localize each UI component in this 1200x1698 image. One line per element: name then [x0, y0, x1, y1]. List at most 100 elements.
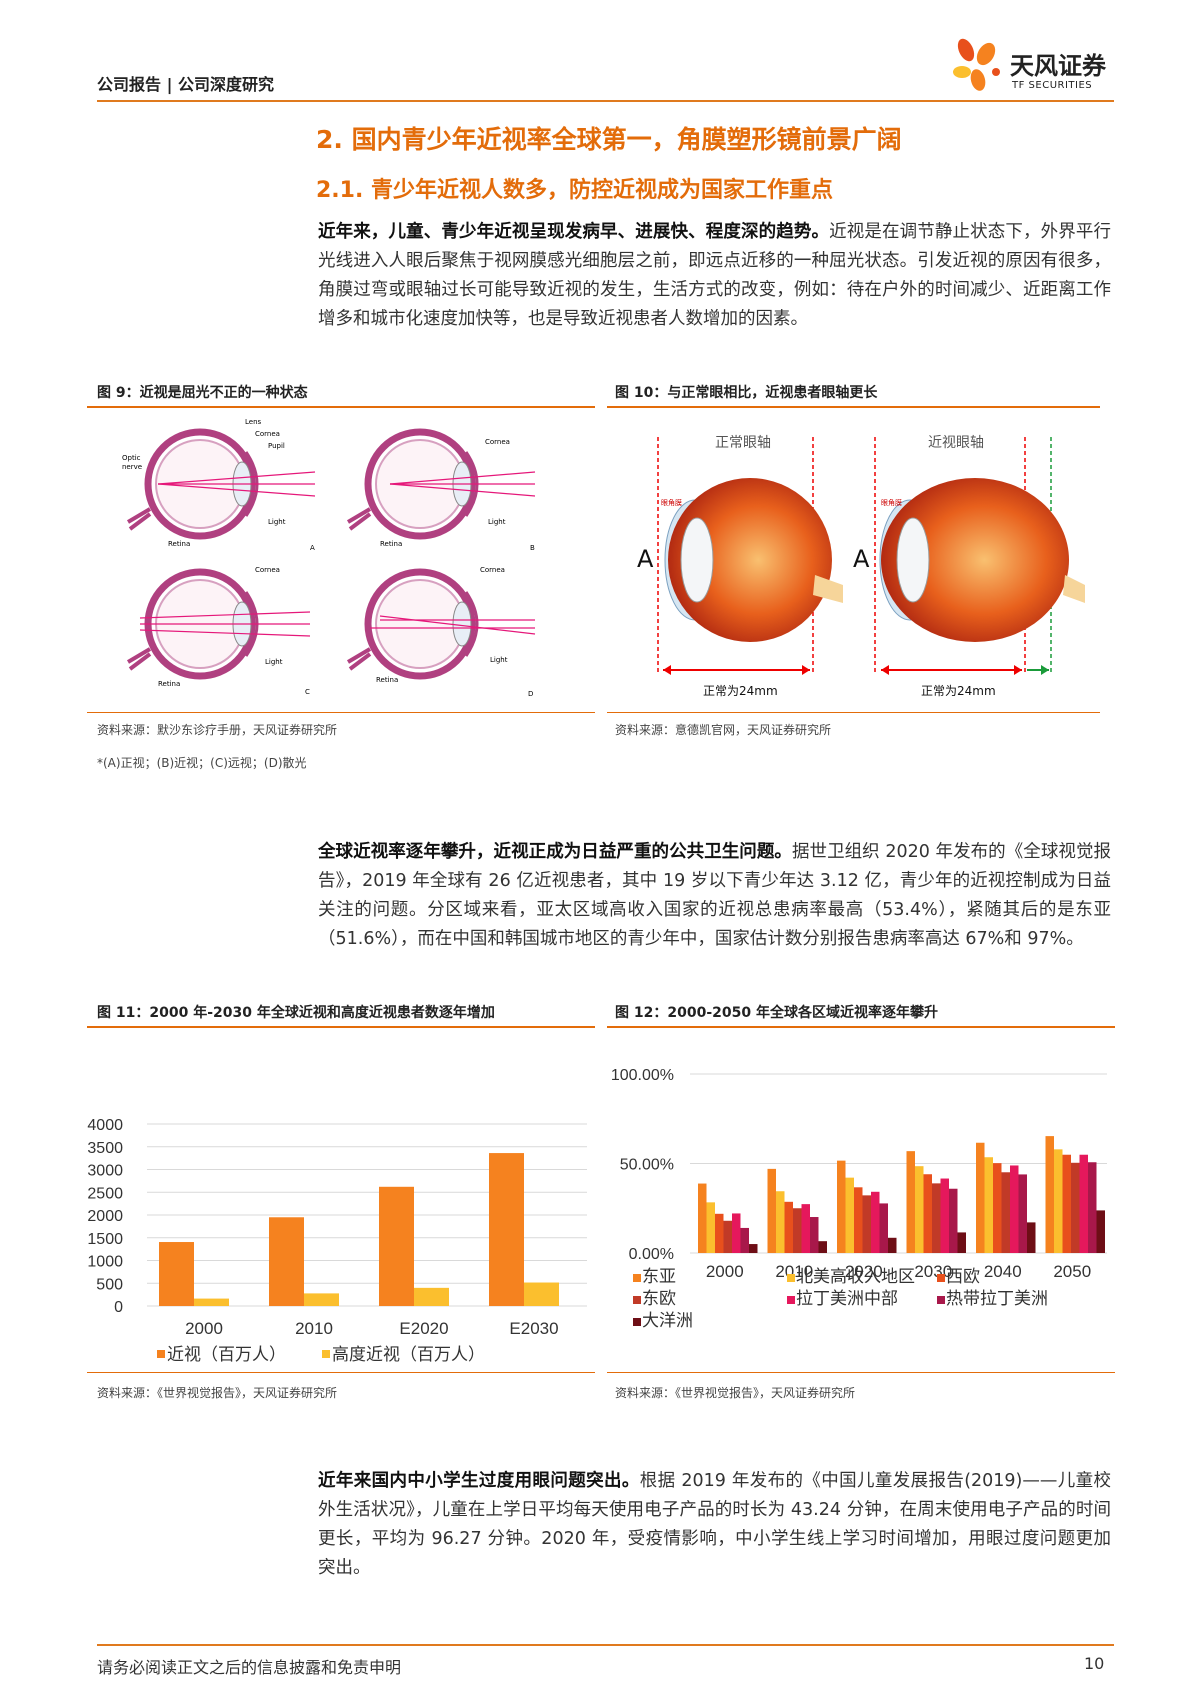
x-tick-label: E2030: [509, 1319, 558, 1338]
paragraph-3-body: 根据 2019 年发布的《中国儿童发展报告(2019)——儿童校外生活状况》，儿…: [318, 1471, 1111, 1578]
myopia-eye: 近视眼轴 A 眼角膜 正常为24mm: [853, 435, 1085, 698]
label-optic: Optic: [122, 454, 141, 462]
normal-eye-measure: 正常为24mm: [703, 684, 778, 698]
label-retina: Retina: [158, 680, 180, 688]
legend-swatch: [937, 1274, 945, 1282]
bar-2050-0: [1045, 1136, 1054, 1253]
bar-2010-6: [818, 1241, 827, 1253]
y-tick-label: 500: [96, 1276, 123, 1293]
label-nerve: nerve: [122, 463, 142, 471]
bar-2010-1: [304, 1293, 339, 1306]
bar-2000-0: [698, 1183, 707, 1253]
paragraph-2-lead: 全球近视率逐年攀升，近视正成为日益严重的公共卫生问题。: [318, 842, 792, 862]
y-tick-label: 3500: [87, 1140, 123, 1157]
label-a: A: [310, 544, 315, 552]
bar-2050-6: [1096, 1210, 1105, 1253]
header-divider: [97, 100, 1114, 102]
bar-2040-2: [993, 1163, 1002, 1253]
x-tick-label: 2000: [185, 1319, 223, 1338]
legend-swatch: [633, 1296, 641, 1304]
bar-2050-4: [1079, 1154, 1088, 1253]
bar-2040-5: [1018, 1174, 1027, 1253]
figure-9-title: 图 9：近视是屈光不正的一种状态: [97, 385, 308, 401]
bar-2030-5: [949, 1188, 958, 1253]
label-light: Light: [268, 518, 286, 526]
bar-2010-0: [767, 1168, 776, 1253]
bar-2020-5: [879, 1203, 888, 1253]
figure-9-source: 资料来源：默沙东诊疗手册，天风证券研究所: [97, 723, 338, 737]
y-tick-label: 2000: [87, 1208, 123, 1225]
bar-2030-1: [915, 1166, 924, 1253]
bar-2040-4: [1010, 1165, 1019, 1253]
bar-2000-1: [706, 1202, 715, 1253]
label-light: Light: [488, 518, 506, 526]
figure-10-source: 资料来源：意德凯官网，天风证券研究所: [615, 723, 832, 737]
page-number: 10: [1084, 1654, 1105, 1673]
logo-text: 天风证券: [1010, 52, 1106, 80]
section-heading: 2. 国内青少年近视率全球第一，角膜塑形镜前景广阔: [316, 125, 902, 154]
bar-2050-1: [1054, 1149, 1063, 1253]
logo-flower-icon: [953, 38, 1000, 91]
label-cornea: Cornea: [480, 566, 505, 574]
bar-2010-5: [810, 1217, 819, 1253]
paragraph-1-lead: 近年来，儿童、青少年近视呈现发病早、进展快、程度深的趋势。: [318, 222, 830, 242]
footer-divider: [97, 1644, 1114, 1646]
legend-label: 北美高收入地区: [796, 1267, 915, 1286]
bar-2050-2: [1062, 1154, 1071, 1253]
figure-9-bottom-rule: [87, 712, 595, 713]
label-retina: Retina: [168, 540, 190, 548]
legend-label: 西欧: [946, 1267, 980, 1286]
paragraph-1: 近年来，儿童、青少年近视呈现发病早、进展快、程度深的趋势。近视是在调节静止状态下…: [318, 218, 1111, 334]
normal-eye: 正常眼轴 A 眼角膜 正常为24mm: [637, 435, 843, 698]
company-logo: 天风证券 TF SECURITIES: [948, 36, 1118, 98]
label-retina: Retina: [380, 540, 402, 548]
bar-2030-2: [923, 1174, 932, 1253]
x-tick-label: 2020: [845, 1262, 883, 1281]
legend-label: 热带拉丁美洲: [946, 1289, 1048, 1308]
bar-2000-0: [159, 1242, 194, 1306]
bar-2010-3: [793, 1208, 802, 1253]
bar-2020-4: [871, 1191, 880, 1253]
figure-11-source: 资料来源：《世界视觉报告》，天风证券研究所: [97, 1386, 338, 1400]
legend-label: 高度近视（百万人）: [332, 1345, 485, 1364]
label-retina: Retina: [376, 676, 398, 684]
legend-swatch: [787, 1296, 795, 1304]
figure-12-title: 图 12：2000-2050 年全球各区域近视率逐年攀升: [615, 1005, 938, 1021]
bar-2030-6: [957, 1232, 966, 1253]
figure-10-title: 图 10：与正常眼相比，近视患者眼轴更长: [615, 385, 878, 401]
y-tick-label: 50.00%: [620, 1157, 674, 1174]
legend-label: 近视（百万人）: [167, 1345, 286, 1364]
figure-12-bottom-rule: [607, 1372, 1115, 1373]
bar-2020-0: [837, 1160, 846, 1253]
figure-10-bottom-rule: [607, 712, 1100, 713]
paragraph-1-body: 近视是在调节静止状态下，外界平行光线进入人眼后聚焦于视网膜感光细胞层之前，即远点…: [318, 222, 1111, 329]
report-category: 公司报告 | 公司深度研究: [97, 75, 274, 94]
normal-eye-label: 正常眼轴: [715, 435, 771, 451]
disclaimer-notice: 请务必阅读正文之后的信息披露和免责申明: [97, 1658, 402, 1677]
label-cornea: Cornea: [255, 430, 280, 438]
label-light: Light: [265, 658, 283, 666]
bar-E2030-0: [489, 1153, 524, 1306]
bar-2030-3: [932, 1183, 941, 1253]
bar-2020-2: [854, 1187, 863, 1253]
myopia-population-chart: 0 500 1000 1500 2000 2500 3000 3500 4000 2000 2010…: [87, 1117, 587, 1364]
y-tick-label: 1000: [87, 1254, 123, 1271]
label-cornea: Cornea: [255, 566, 280, 574]
bar-2000-5: [740, 1227, 749, 1253]
myopia-eye-measure: 正常为24mm: [921, 684, 996, 698]
label-lens: Lens: [245, 418, 262, 426]
bar-2000-6: [749, 1244, 758, 1253]
label-light: Light: [490, 656, 508, 664]
bar-2000-2: [715, 1213, 724, 1253]
legend-swatch: [937, 1296, 945, 1304]
legend-swatch: [322, 1350, 330, 1358]
y-tick-label: 0.00%: [629, 1246, 674, 1263]
eye-emmetropia: Lens Cornea Pupil Optic nerve Retina Lig…: [122, 418, 316, 552]
normal-eye-letter-a: A: [637, 545, 654, 573]
paragraph-2: 全球近视率逐年攀升，近视正成为日益严重的公共卫生问题。据世卫组织 2020 年发…: [318, 838, 1111, 954]
bar-E2020-1: [414, 1287, 449, 1306]
bar-2020-6: [888, 1237, 897, 1253]
bar-2040-3: [1001, 1172, 1010, 1253]
paragraph-3: 近年来国内中小学生过度用眼问题突出。根据 2019 年发布的《中国儿童发展报告(…: [318, 1467, 1111, 1583]
bar-2030-4: [940, 1178, 949, 1253]
